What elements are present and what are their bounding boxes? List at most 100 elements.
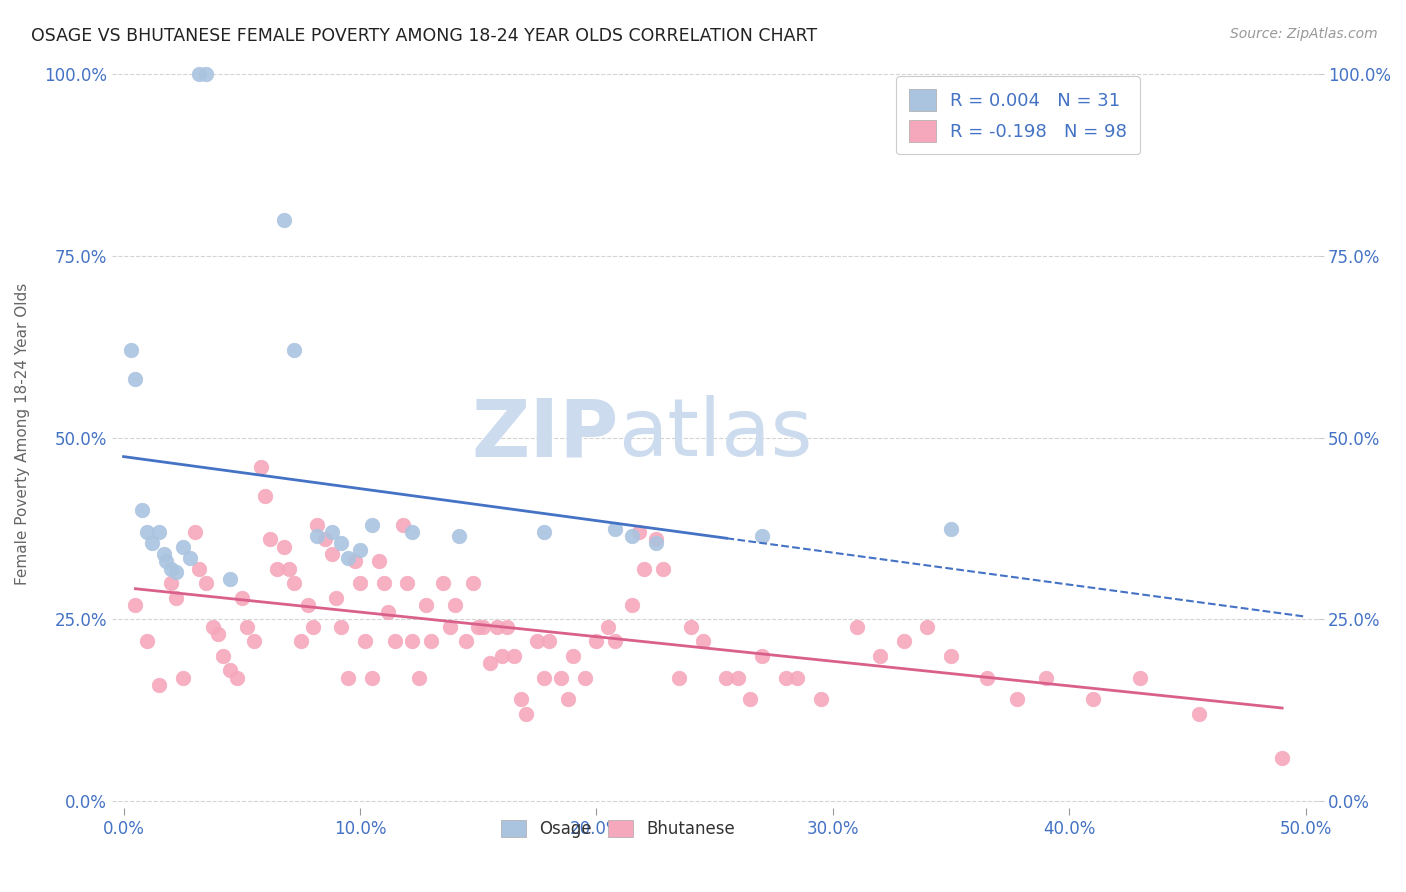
Point xyxy=(751,648,773,663)
Point xyxy=(307,517,329,532)
Point xyxy=(249,459,271,474)
Point xyxy=(273,212,295,227)
Point xyxy=(391,517,413,532)
Point xyxy=(273,540,295,554)
Point xyxy=(976,671,998,685)
Point xyxy=(526,634,548,648)
Point xyxy=(360,517,382,532)
Point xyxy=(467,620,489,634)
Point xyxy=(188,561,211,575)
Point xyxy=(314,533,336,547)
Point xyxy=(644,533,666,547)
Point xyxy=(148,525,170,540)
Point xyxy=(502,648,524,663)
Point xyxy=(172,540,194,554)
Point xyxy=(136,525,159,540)
Text: atlas: atlas xyxy=(619,395,813,473)
Point xyxy=(172,671,194,685)
Point xyxy=(810,692,832,706)
Point xyxy=(254,489,277,503)
Point xyxy=(598,620,620,634)
Point xyxy=(620,529,643,543)
Point xyxy=(152,547,174,561)
Point xyxy=(301,620,323,634)
Point xyxy=(160,561,183,575)
Point xyxy=(1129,671,1152,685)
Point xyxy=(420,634,443,648)
Point xyxy=(278,561,301,575)
Point xyxy=(786,671,808,685)
Point xyxy=(775,671,797,685)
Point xyxy=(325,591,347,605)
Point xyxy=(538,634,561,648)
Point xyxy=(160,576,183,591)
Point xyxy=(486,620,509,634)
Point xyxy=(401,634,423,648)
Point xyxy=(1007,692,1029,706)
Point xyxy=(893,634,915,648)
Point xyxy=(330,536,353,550)
Point xyxy=(165,565,187,579)
Point xyxy=(692,634,714,648)
Point xyxy=(266,561,288,575)
Point xyxy=(557,692,579,706)
Point xyxy=(141,536,163,550)
Point xyxy=(188,67,211,81)
Point xyxy=(373,576,395,591)
Point xyxy=(533,671,555,685)
Point xyxy=(1035,671,1057,685)
Point xyxy=(727,671,749,685)
Point xyxy=(165,591,187,605)
Point xyxy=(297,598,319,612)
Point xyxy=(131,503,153,517)
Point xyxy=(330,620,353,634)
Point xyxy=(349,543,371,558)
Point xyxy=(644,536,666,550)
Point xyxy=(226,671,249,685)
Point xyxy=(432,576,454,591)
Point xyxy=(443,598,465,612)
Point xyxy=(337,671,360,685)
Point xyxy=(550,671,572,685)
Point xyxy=(349,576,371,591)
Point xyxy=(321,525,343,540)
Point xyxy=(439,620,461,634)
Point xyxy=(605,522,627,536)
Point xyxy=(207,627,229,641)
Point xyxy=(509,692,531,706)
Point xyxy=(479,656,502,670)
Point xyxy=(408,671,430,685)
Point xyxy=(360,671,382,685)
Point xyxy=(401,525,423,540)
Point xyxy=(491,648,513,663)
Point xyxy=(219,573,242,587)
Point xyxy=(515,706,537,721)
Point xyxy=(456,634,478,648)
Point xyxy=(415,598,437,612)
Point xyxy=(353,634,375,648)
Point xyxy=(283,343,305,358)
Point xyxy=(212,648,235,663)
Point xyxy=(195,576,218,591)
Point xyxy=(219,663,242,677)
Point xyxy=(917,620,939,634)
Point xyxy=(337,550,360,565)
Point xyxy=(620,598,643,612)
Point xyxy=(751,529,773,543)
Point xyxy=(463,576,485,591)
Point xyxy=(585,634,607,648)
Point xyxy=(561,648,583,663)
Point xyxy=(396,576,419,591)
Point xyxy=(716,671,738,685)
Point xyxy=(740,692,762,706)
Point xyxy=(124,598,146,612)
Point xyxy=(939,648,962,663)
Point xyxy=(148,678,170,692)
Y-axis label: Female Poverty Among 18-24 Year Olds: Female Poverty Among 18-24 Year Olds xyxy=(15,283,30,585)
Point xyxy=(136,634,159,648)
Text: OSAGE VS BHUTANESE FEMALE POVERTY AMONG 18-24 YEAR OLDS CORRELATION CHART: OSAGE VS BHUTANESE FEMALE POVERTY AMONG … xyxy=(31,27,817,45)
Point xyxy=(605,634,627,648)
Point xyxy=(179,550,201,565)
Text: Source: ZipAtlas.com: Source: ZipAtlas.com xyxy=(1230,27,1378,41)
Point xyxy=(1271,750,1294,764)
